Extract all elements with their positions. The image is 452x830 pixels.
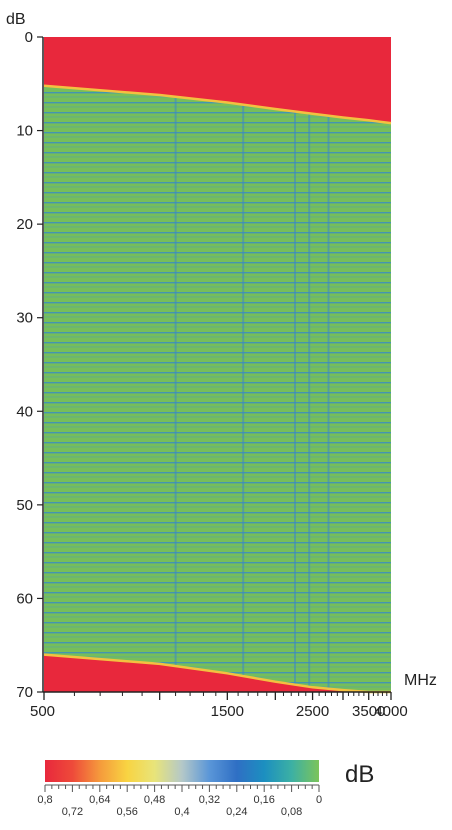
lower-red-region — [44, 654, 391, 692]
vertical-features — [174, 37, 330, 692]
colorbar-major-label-5: 0 — [316, 794, 322, 806]
upper-red-region — [44, 37, 391, 124]
x-tick-label-3500: 3500 — [352, 703, 385, 720]
y-tick-label-60: 60 — [16, 590, 33, 607]
colorbar-major-label-3: 0,32 — [199, 794, 220, 806]
colorbar-minor-label-4: 0,08 — [281, 806, 302, 818]
colorbar: 0,8 0,64 0,48 0,32 0,16 00,72 0,56 0,4 0,24 0,08 … — [37, 760, 374, 818]
x-tick-label-1500: 1500 — [211, 703, 244, 720]
x-tick-label-4000: 4000 — [374, 703, 407, 720]
x-tick-label-500: 500 — [30, 703, 55, 720]
y-axis: dB 0 10 20 30 40 50 60 70 — [6, 11, 44, 701]
y-tick-label-20: 20 — [16, 216, 33, 233]
colorbar-major-label-4: 0,16 — [253, 794, 274, 806]
colorbar-unit: dB — [345, 761, 374, 788]
colorbar-major-label-0: 0,8 — [37, 794, 52, 806]
colorbar-strip — [45, 760, 319, 782]
y-tick-label-10: 10 — [16, 123, 33, 140]
colorbar-minor-label-3: 0,24 — [226, 806, 247, 818]
x-tick-label-2500: 2500 — [296, 703, 329, 720]
heatmap-background — [44, 37, 391, 692]
y-tick-label-0: 0 — [25, 29, 33, 46]
x-axis-unit: MHz — [404, 672, 437, 689]
y-tick-label-70: 70 — [16, 684, 33, 701]
vertical-feature-2750 — [327, 37, 330, 692]
y-ticks: 0 10 20 30 40 50 60 70 — [16, 29, 43, 701]
vertical-feature-2250 — [294, 37, 296, 692]
vertical-feature-2450 — [308, 37, 311, 692]
heatmap-layer — [43, 37, 392, 694]
y-tick-label-30: 30 — [16, 310, 33, 327]
upper-boundary-edge — [43, 84, 392, 125]
vertical-feature-1650 — [242, 37, 245, 692]
colorbar-minor-label-0: 0,72 — [62, 806, 83, 818]
y-tick-label-50: 50 — [16, 497, 33, 514]
y-axis-unit: dB — [6, 11, 26, 28]
colorbar-minor-label-1: 0,56 — [116, 806, 137, 818]
colorbar-minor-label-2: 0,4 — [174, 806, 189, 818]
y-tick-label-40: 40 — [16, 403, 33, 420]
colorbar-ticks: 0,8 0,64 0,48 0,32 0,16 0 0,72 0,56 0,4 0,24 0,08 — [37, 784, 322, 818]
colorbar-major-label-2: 0,48 — [144, 794, 165, 806]
colorbar-major-label-1: 0,64 — [89, 794, 110, 806]
vertical-feature-1100 — [174, 37, 177, 692]
